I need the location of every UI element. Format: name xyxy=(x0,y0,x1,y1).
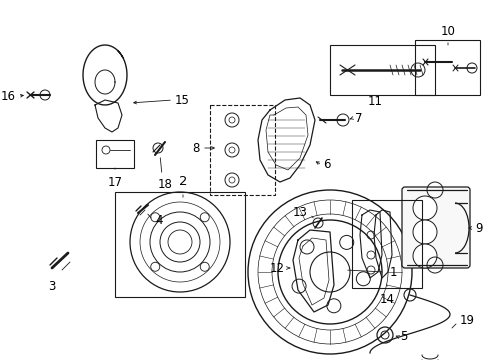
Text: 5: 5 xyxy=(400,330,407,343)
FancyBboxPatch shape xyxy=(402,187,470,268)
Circle shape xyxy=(413,220,437,244)
Text: 13: 13 xyxy=(293,206,308,219)
Bar xyxy=(115,192,245,297)
Bar xyxy=(210,105,275,195)
Text: 15: 15 xyxy=(175,94,190,107)
Bar xyxy=(415,40,480,95)
Text: 2: 2 xyxy=(179,175,187,188)
Bar xyxy=(352,200,422,288)
Text: 16: 16 xyxy=(1,90,16,103)
Circle shape xyxy=(413,196,437,220)
Text: 4: 4 xyxy=(155,213,163,226)
Text: 18: 18 xyxy=(158,178,172,191)
Text: 8: 8 xyxy=(193,141,200,154)
Text: 6: 6 xyxy=(323,158,330,171)
Bar xyxy=(96,140,134,168)
Text: 7: 7 xyxy=(355,112,363,125)
Text: 17: 17 xyxy=(107,176,122,189)
Text: 19: 19 xyxy=(460,314,475,327)
Text: 9: 9 xyxy=(475,221,483,234)
Text: 10: 10 xyxy=(441,25,455,38)
Text: 11: 11 xyxy=(368,95,383,108)
Text: 1: 1 xyxy=(390,266,397,279)
Bar xyxy=(330,45,435,95)
Text: 3: 3 xyxy=(49,280,56,293)
Circle shape xyxy=(413,244,437,268)
Text: 14: 14 xyxy=(379,293,394,306)
Text: 12: 12 xyxy=(270,261,285,274)
